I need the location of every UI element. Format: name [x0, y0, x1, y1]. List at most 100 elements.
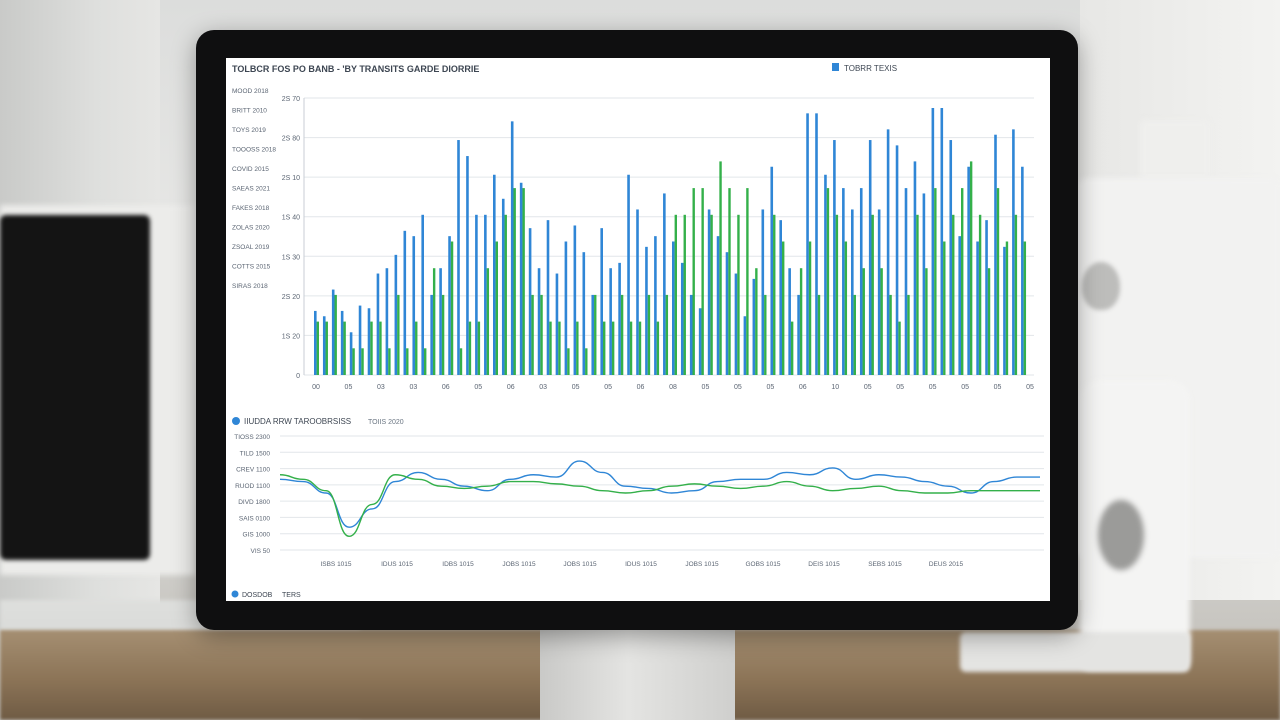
top-bar-green — [486, 268, 490, 375]
top-x-tick-label: 00 — [312, 384, 320, 391]
top-chart-title: TOLBCR FOS PO BANB - 'BY TRANSITS GARDE … — [232, 64, 479, 74]
bottom-y-tick-label: SAIS 0100 — [239, 515, 270, 522]
dashboard-chart-canvas: TOLBCR FOS PO BANB - 'BY TRANSITS GARDE … — [231, 63, 1044, 599]
top-bar-blue — [600, 228, 603, 375]
top-bar-blue — [466, 156, 469, 375]
top-bar-green — [961, 188, 964, 375]
top-x-tick-label: 05 — [766, 384, 774, 391]
top-bar-blue — [376, 273, 380, 375]
bottom-x-tick-label: IDUS 1015 — [625, 561, 657, 568]
top-bar-blue — [797, 294, 800, 375]
top-bar-blue — [421, 214, 424, 375]
top-y-tick-label: 2S 80 — [282, 136, 300, 143]
top-bar-green — [817, 294, 821, 375]
top-bar-green — [352, 348, 355, 375]
top-bar-blue — [743, 316, 747, 375]
top-bar-blue — [654, 236, 657, 375]
top-bar-blue — [904, 188, 908, 375]
top-bar-blue — [663, 193, 666, 375]
top-bar-blue — [331, 289, 335, 375]
bottom-x-tick-label: JOBS 1015 — [563, 561, 597, 568]
top-bar-green — [540, 294, 543, 375]
bottom-x-ticks: ISBS 1015 IDUS 1015 IDBS 1015 JOBS 1015 JOBS… — [320, 561, 963, 568]
top-bar-blue — [484, 214, 487, 375]
top-bar-green — [1023, 241, 1027, 375]
top-bar-blue — [851, 209, 854, 375]
top-bar-green — [647, 294, 651, 375]
top-bar-blue — [824, 174, 827, 375]
bottom-y-tick-label: GIS 1000 — [243, 532, 271, 539]
top-bar-blue — [779, 220, 782, 375]
bottom-x-tick-label: JOBS 1015 — [502, 561, 536, 568]
bottom-grid — [280, 435, 1044, 551]
top-bar-green — [853, 294, 856, 375]
top-left-label: SAEAS 2021 — [232, 186, 270, 193]
top-bar-blue — [859, 188, 863, 375]
top-bar-blue — [627, 174, 630, 375]
top-bar-green — [835, 214, 839, 375]
top-left-label: COTTS 2015 — [232, 264, 271, 271]
top-bar-blue — [322, 316, 326, 375]
top-bar-blue — [868, 140, 872, 375]
bottom-y-tick-label: CREV 1100 — [236, 467, 270, 474]
top-legend-swatch — [832, 63, 839, 71]
top-x-tick-label: 05 — [734, 384, 742, 391]
top-bar-blue — [967, 166, 970, 375]
top-y-tick-label: 2S 70 — [282, 96, 300, 103]
top-bar-blue — [689, 294, 693, 375]
top-bars — [314, 108, 1027, 375]
top-bar-green — [576, 321, 579, 375]
bottom-x-tick-label: SEBS 1015 — [868, 561, 902, 568]
footer-legend-label: DOSDOB — [242, 592, 273, 599]
top-bar-blue — [761, 209, 765, 375]
background-monitor-left — [0, 215, 150, 560]
top-bar-green — [746, 188, 749, 375]
top-bar-green — [996, 188, 1000, 375]
top-bar-blue — [314, 310, 317, 375]
bottom-sublabel: TOIIS 2020 — [368, 419, 404, 426]
top-x-tick-label: 05 — [572, 384, 580, 391]
monitor-stand — [540, 625, 735, 720]
top-left-labels: MOOD 2018 BRITT 2010 TOYS 2019 TOOOSS 2018 C… — [232, 88, 276, 290]
top-bar-green — [934, 188, 937, 375]
bottom-line-green — [279, 474, 1040, 538]
top-left-label: ZSOAL 2019 — [232, 244, 270, 251]
top-bar-blue — [895, 145, 899, 375]
bottom-y-ticks: TIOSS 2300 TILD 1500 CREV 1100 RUOD 1100 DIV… — [234, 434, 270, 555]
top-bar-green — [450, 241, 454, 375]
bottom-y-tick-label: DIVD 1800 — [238, 499, 270, 506]
top-bar-blue — [698, 308, 702, 375]
top-bar-green — [782, 241, 785, 375]
top-bar-blue — [618, 262, 621, 375]
top-y-ticks: 2S 70 2S 80 2S 10 1S 40 1S 30 2S 20 1S 20 0 — [282, 96, 300, 380]
top-x-tick-label: 05 — [474, 384, 482, 391]
top-left-label: TOOOSS 2018 — [232, 147, 276, 154]
top-bar-blue — [573, 225, 577, 375]
monitor-screen: TOLBCR FOS PO BANB - 'BY TRANSITS GARDE … — [226, 58, 1050, 601]
top-bar-green — [611, 321, 615, 375]
bottom-y-tick-label: TILD 1500 — [240, 450, 271, 457]
top-x-tick-label: 05 — [961, 384, 969, 391]
top-bar-blue — [1021, 166, 1024, 375]
bottom-y-tick-label: RUOD 1100 — [235, 483, 270, 490]
top-bar-blue — [645, 246, 648, 375]
top-bar-green — [862, 268, 865, 375]
top-bar-green — [952, 214, 955, 375]
top-bar-green — [495, 241, 498, 375]
top-bar-green — [585, 348, 588, 375]
top-y-tick-label: 2S 20 — [282, 294, 300, 301]
top-x-tick-label: 10 — [831, 384, 839, 391]
top-x-tick-label: 06 — [442, 384, 450, 391]
top-x-tick-label: 06 — [799, 384, 807, 391]
top-y-tick-label: 1S 30 — [282, 254, 300, 261]
top-bar-green — [316, 321, 319, 375]
top-left-label: TOYS 2019 — [232, 127, 266, 134]
top-y-tick-label: 2S 10 — [282, 175, 300, 182]
top-bar-green — [987, 268, 991, 375]
top-bar-green — [710, 214, 713, 375]
top-bar-green — [594, 294, 597, 375]
top-x-tick-label: 05 — [994, 384, 1002, 391]
top-bar-green — [334, 294, 337, 375]
top-bar-green — [656, 321, 660, 375]
top-bar-green — [844, 241, 848, 375]
